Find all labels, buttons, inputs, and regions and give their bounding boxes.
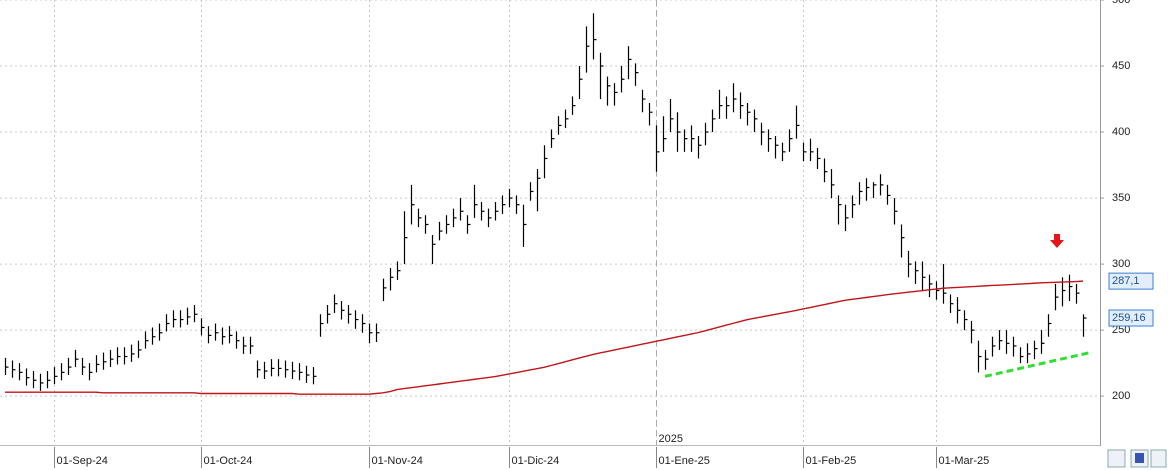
- x-tick-label: 01-Nov-24: [372, 455, 423, 467]
- y-tick-label: 500: [1112, 0, 1130, 6]
- x-tick-label: 01-Sep-24: [57, 455, 108, 467]
- x-tick-label: 01-Feb-25: [806, 455, 857, 467]
- toolbar-button[interactable]: [1107, 449, 1126, 468]
- x-tick-label: 01-Ene-25: [659, 455, 710, 467]
- x-tick-label: 01-Dic-24: [512, 455, 560, 467]
- y-tick-label: 350: [1112, 192, 1130, 204]
- y-tick-label: 450: [1112, 60, 1130, 72]
- settings-button[interactable]: [1150, 449, 1167, 468]
- y-tick-label: 250: [1112, 324, 1130, 336]
- year-label: 2025: [659, 433, 683, 445]
- toolbar: [1107, 449, 1167, 468]
- save-icon: [1135, 453, 1144, 463]
- y-tick-label: 400: [1112, 126, 1130, 138]
- last-value-box: [1108, 272, 1154, 290]
- last-value-box: [1108, 309, 1154, 327]
- moving-average-line: [5, 280, 1084, 395]
- x-tick-label: 01-Oct-24: [204, 455, 253, 467]
- last-value-label: 287,1: [1112, 275, 1140, 287]
- signal-arrow: [1050, 234, 1064, 248]
- x-tick-label: 01-Mar-25: [939, 455, 990, 467]
- y-tick-label: 200: [1112, 390, 1130, 402]
- y-tick-label: 300: [1112, 258, 1130, 270]
- last-value-label: 259,16: [1112, 312, 1146, 324]
- trendline: [984, 351, 1091, 378]
